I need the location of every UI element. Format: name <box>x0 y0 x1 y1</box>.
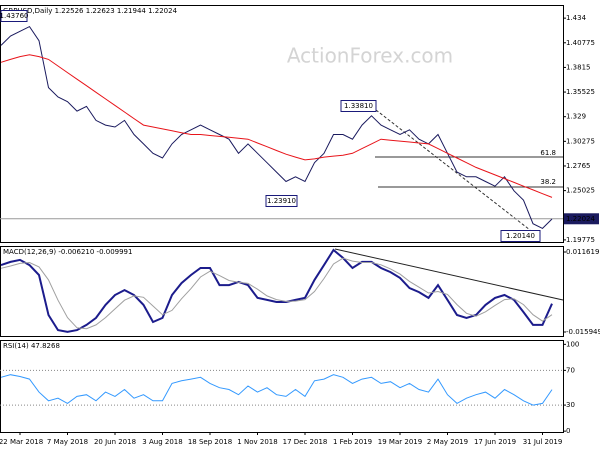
watermark: ActionForex.com <box>287 44 453 68</box>
series-line <box>0 54 553 198</box>
x-tick-label: 20 Jun 2018 <box>94 438 136 446</box>
x-tick-label: 1 Nov 2018 <box>237 438 277 446</box>
series-line <box>0 25 553 230</box>
annotation: 1.20140 <box>506 232 535 240</box>
annotation: 38.2 <box>540 178 556 186</box>
x-tick-label: 17 Jun 2019 <box>474 438 516 446</box>
annotation: 1.33810 <box>344 102 373 110</box>
annotation: 1.23910 <box>267 197 296 205</box>
series-line <box>0 257 553 330</box>
panel-border <box>0 246 564 337</box>
series-line <box>0 374 553 406</box>
annotation-box <box>0 10 28 22</box>
trend-line <box>375 109 531 231</box>
y-tick-label: 1.19775 <box>566 236 595 244</box>
x-tick-label: 2 May 2019 <box>427 438 468 446</box>
panel-title: MACD(12,26,9) -0.006210 -0.009991 <box>3 248 132 256</box>
x-tick-label: 1 Feb 2019 <box>333 438 372 446</box>
x-tick-label: 18 Sep 2018 <box>188 438 232 446</box>
y-tick-label: 1.3815 <box>566 63 591 71</box>
x-tick-label: 22 Mar 2018 <box>0 438 43 446</box>
annotation: 61.8 <box>540 149 556 157</box>
x-tick-label: 17 Dec 2018 <box>283 438 328 446</box>
y-tick-label: 30 <box>566 401 575 409</box>
x-tick-label: 3 Aug 2018 <box>142 438 182 446</box>
panel-border <box>0 5 564 243</box>
trend-line <box>334 248 564 301</box>
y-tick-label: 1.40775 <box>566 39 595 47</box>
panel-border <box>0 340 564 433</box>
annotation-box <box>500 230 541 242</box>
y-tick-label: 70 <box>566 366 575 374</box>
panel-title: RSI(14) 47.8268 <box>3 342 60 350</box>
y-tick-label: 1.35525 <box>566 88 595 96</box>
y-tick-label: 1.30275 <box>566 137 595 145</box>
y-tick-label: -0.015949 <box>566 328 600 336</box>
y-tick-label: 1.434 <box>566 14 587 22</box>
series-line <box>0 248 553 333</box>
current-price-label: 1.22024 <box>566 215 595 223</box>
y-tick-label: 1.329 <box>566 113 586 121</box>
y-tick-label: 1.25025 <box>566 187 595 195</box>
current-price-tag <box>564 213 599 225</box>
annotation: 1.43760 <box>0 12 28 20</box>
y-tick-label: 1.2765 <box>566 162 591 170</box>
x-tick-label: 7 May 2018 <box>47 438 88 446</box>
x-tick-label: 19 Mar 2019 <box>378 438 422 446</box>
annotation-box <box>265 195 298 207</box>
panel-title: GBPUSD,Daily 1.22526 1.22623 1.21944 1.2… <box>3 7 178 15</box>
x-tick-label: 31 Jul 2019 <box>523 438 563 446</box>
y-tick-label: 0 <box>566 427 570 435</box>
y-tick-label: 100 <box>566 340 579 348</box>
y-tick-label: 0.011619 <box>566 248 599 256</box>
annotation-box <box>340 100 377 112</box>
